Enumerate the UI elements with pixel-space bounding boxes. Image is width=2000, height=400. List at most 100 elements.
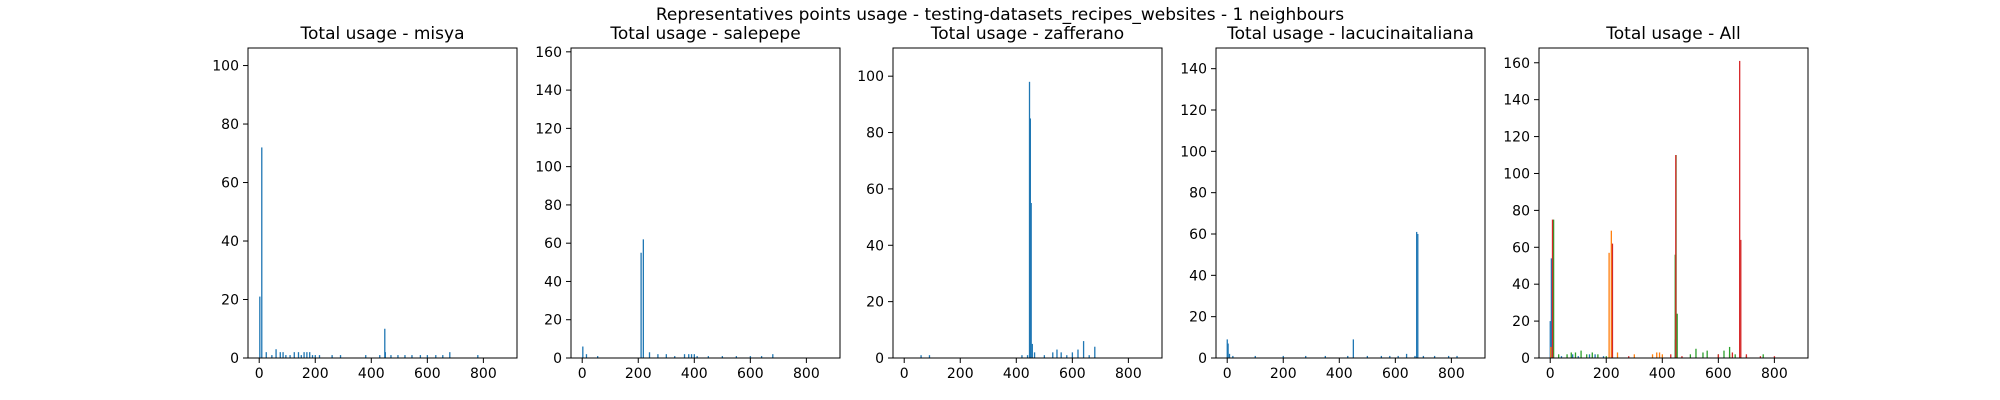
- bar: [339, 355, 342, 358]
- y-tick-label: 60: [221, 176, 239, 192]
- bar: [384, 328, 386, 358]
- bar: [1560, 356, 1563, 358]
- y-tick-label: 100: [1503, 166, 1530, 182]
- bar: [1056, 349, 1058, 358]
- bar: [1602, 356, 1605, 358]
- x-tick-label: 400: [1326, 366, 1353, 382]
- bar: [690, 354, 693, 358]
- bar: [1611, 243, 1614, 358]
- x-tick-label: 800: [1115, 366, 1142, 382]
- bar: [419, 355, 422, 358]
- y-tick-label: 120: [1180, 103, 1207, 119]
- bar: [279, 352, 281, 358]
- y-tick-label: 60: [866, 182, 884, 198]
- y-tick-label: 0: [1521, 351, 1530, 367]
- y-tick-label: 60: [1512, 240, 1530, 256]
- bar: [1066, 355, 1068, 358]
- y-tick-label: 20: [1189, 310, 1207, 326]
- bar: [1675, 155, 1677, 358]
- bar: [696, 356, 698, 358]
- bar: [1651, 354, 1654, 358]
- x-tick-label: 400: [358, 366, 385, 382]
- bar: [1717, 354, 1720, 358]
- bar: [306, 352, 308, 358]
- bar: [1566, 354, 1568, 358]
- bar: [1773, 356, 1776, 358]
- bar: [297, 352, 300, 358]
- x-tick-label: 800: [1438, 366, 1465, 382]
- bar: [1389, 355, 1391, 358]
- y-tick-label: 80: [1189, 186, 1207, 202]
- bar: [282, 352, 284, 358]
- panel-title: Total usage - lacucinaitaliana: [1226, 24, 1474, 44]
- y-tick-label: 0: [875, 351, 884, 367]
- chart-panel-4: 0 200 400 600 800 0 20 40 60 80 100 120 140 Total usa…: [1180, 24, 1486, 382]
- x-tick-label: 600: [1382, 366, 1409, 382]
- bar: [1324, 355, 1326, 358]
- y-tick-label: 100: [857, 69, 884, 85]
- bar: [1226, 339, 1228, 358]
- x-tick-label: 600: [414, 366, 441, 382]
- bar: [1588, 354, 1591, 358]
- bar: [289, 355, 291, 358]
- bar: [657, 354, 659, 358]
- bar: [1071, 352, 1074, 358]
- y-tick-label: 100: [535, 160, 562, 176]
- chart-panel-2: 0 200 400 600 800 0 20 40 60 80 100 120 140 160 Total …: [535, 24, 841, 382]
- figure-title: Representatives points usage - testing-d…: [655, 5, 1345, 25]
- bar: [404, 355, 406, 358]
- bar: [1558, 354, 1560, 358]
- bar: [1572, 354, 1574, 358]
- y-tick-label: 0: [1198, 351, 1207, 367]
- bar: [1060, 352, 1062, 358]
- bar: [1670, 354, 1672, 358]
- bar: [642, 239, 644, 358]
- bar: [688, 354, 690, 358]
- bar: [1734, 354, 1736, 358]
- bar: [1574, 352, 1577, 358]
- y-tick-label: 60: [1189, 227, 1207, 243]
- bar: [1550, 258, 1553, 358]
- bar: [1597, 354, 1599, 358]
- y-tick-label: 160: [1503, 56, 1530, 72]
- bar: [640, 252, 642, 358]
- bar: [1352, 339, 1354, 358]
- y-tick-label: 80: [866, 126, 884, 142]
- bar: [265, 352, 267, 358]
- bar: [259, 296, 261, 358]
- bar: [1347, 355, 1349, 358]
- axes-frame: [1538, 47, 1809, 359]
- y-tick-label: 140: [1503, 93, 1530, 109]
- bar: [379, 355, 381, 358]
- bar: [721, 356, 724, 358]
- bar: [1021, 355, 1023, 358]
- bar: [582, 346, 584, 358]
- bar: [1577, 356, 1579, 358]
- axes-frame: [570, 47, 841, 359]
- y-tick-label: 40: [1189, 268, 1207, 284]
- bar: [1033, 352, 1036, 358]
- y-tick-label: 140: [1180, 62, 1207, 78]
- bar: [303, 352, 305, 358]
- bar: [928, 355, 931, 358]
- bar: [314, 355, 316, 358]
- y-tick-label: 60: [544, 236, 562, 252]
- bar: [1550, 346, 1552, 358]
- x-tick-label: 400: [1003, 366, 1030, 382]
- y-tick-label: 40: [544, 274, 562, 290]
- panel-title: Total usage - salepepe: [609, 24, 800, 44]
- bar: [271, 355, 273, 358]
- bar: [1745, 354, 1748, 358]
- bar: [1433, 355, 1436, 358]
- y-tick-label: 20: [866, 295, 884, 311]
- bar: [1628, 356, 1630, 358]
- x-tick-label: 600: [1059, 366, 1086, 382]
- bar: [1397, 355, 1399, 358]
- bar: [648, 352, 651, 358]
- bar: [1658, 352, 1661, 358]
- bar: [285, 355, 287, 358]
- bar: [1077, 349, 1079, 358]
- bar: [1028, 81, 1031, 358]
- bar: [477, 355, 479, 358]
